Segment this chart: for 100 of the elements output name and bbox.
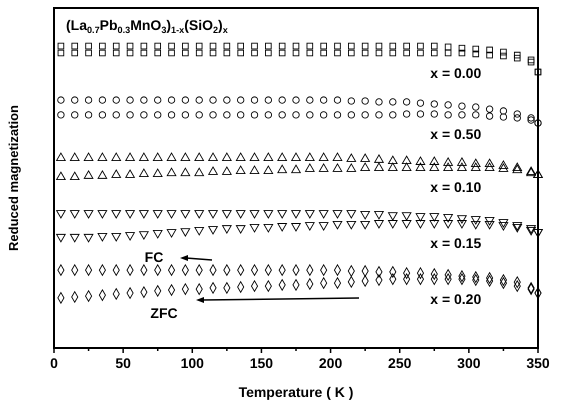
point [472, 46, 480, 52]
point [126, 42, 134, 50]
point [430, 110, 438, 118]
point [250, 166, 260, 174]
point [98, 111, 106, 119]
point [182, 96, 190, 104]
point [180, 210, 190, 218]
point [278, 111, 286, 119]
series-label: x = 0.15 [430, 234, 482, 251]
point [403, 50, 410, 56]
point [443, 220, 453, 228]
point [208, 226, 218, 234]
point [334, 96, 342, 104]
point [443, 157, 453, 166]
point [196, 111, 203, 119]
point [291, 164, 301, 174]
point [222, 152, 232, 162]
point [194, 226, 204, 236]
point [457, 157, 467, 166]
point [388, 162, 398, 171]
point [98, 233, 108, 242]
point [264, 224, 274, 232]
point [292, 50, 300, 56]
point [416, 110, 424, 118]
point [98, 96, 106, 104]
point [265, 42, 272, 50]
point [320, 50, 327, 56]
point [528, 56, 534, 64]
point [71, 96, 78, 104]
point [498, 222, 508, 231]
series-label: x = 0.20 [430, 291, 482, 308]
point [84, 234, 94, 242]
point [389, 111, 396, 119]
point [318, 210, 328, 218]
point [152, 210, 162, 218]
point [375, 111, 383, 119]
point [374, 154, 384, 163]
point [514, 54, 521, 62]
point [264, 96, 272, 104]
point [444, 44, 452, 50]
point [236, 152, 246, 162]
point [348, 42, 355, 50]
point [389, 98, 396, 106]
point [265, 50, 272, 56]
point [71, 42, 78, 50]
point [375, 98, 383, 106]
point [98, 152, 108, 162]
point [527, 114, 535, 122]
point [85, 50, 92, 56]
point [388, 212, 398, 221]
point [360, 154, 370, 162]
point [194, 168, 204, 176]
point [70, 234, 80, 242]
point [470, 216, 481, 225]
point [85, 42, 92, 50]
point [444, 101, 452, 109]
point [126, 96, 134, 104]
point [111, 152, 122, 162]
point [168, 42, 175, 50]
point [306, 111, 314, 119]
series-label: x = 0.00 [430, 64, 482, 81]
point [224, 50, 230, 56]
point [251, 42, 258, 50]
point [416, 156, 426, 165]
point [430, 100, 438, 108]
point [222, 225, 232, 234]
point [486, 46, 493, 54]
annotation: ZFC [150, 305, 178, 321]
point [430, 213, 440, 222]
point [458, 102, 466, 110]
point [111, 233, 122, 242]
point [84, 152, 94, 162]
point [222, 166, 232, 175]
point [318, 152, 328, 162]
point [168, 111, 176, 119]
point [332, 220, 342, 230]
point [154, 111, 162, 119]
point [250, 111, 258, 119]
point [306, 96, 314, 104]
series-label: x = 0.10 [430, 179, 482, 196]
point [168, 50, 175, 56]
x-tick-label: 250 [388, 355, 412, 371]
x-tick-label: 350 [526, 355, 550, 371]
point [388, 220, 398, 228]
point [458, 44, 466, 52]
point [292, 111, 300, 119]
point [430, 50, 438, 56]
point [251, 50, 258, 56]
point [430, 42, 438, 50]
point [376, 42, 382, 50]
point [237, 96, 244, 104]
point [334, 50, 341, 56]
point [84, 111, 92, 119]
point [98, 170, 108, 179]
point [472, 50, 480, 58]
point [237, 111, 244, 119]
point [430, 162, 440, 171]
point [99, 42, 106, 50]
point [484, 217, 494, 226]
point [126, 111, 134, 119]
